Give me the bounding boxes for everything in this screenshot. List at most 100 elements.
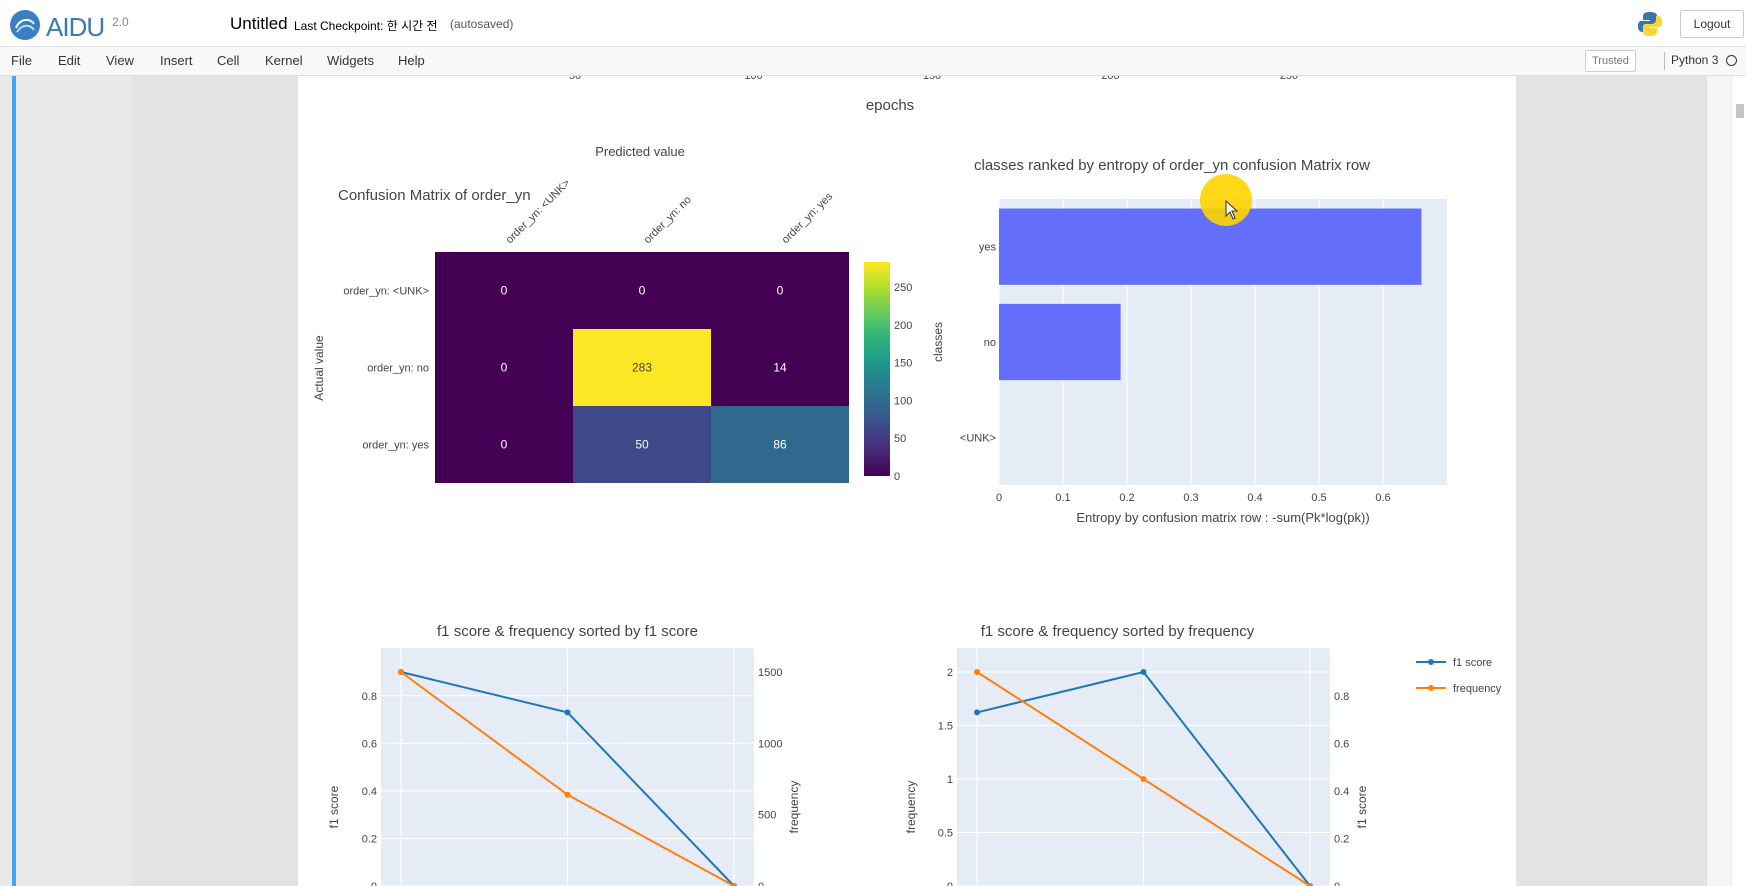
brand-version: 2.0 <box>112 15 129 29</box>
epochs-axis-title: epochs <box>866 97 914 114</box>
heatmap-cell <box>711 329 849 406</box>
colorbar-tick-label: 200 <box>894 320 912 332</box>
cell-output-area: 50 100 150 200 250 epochs Predicted value Confu… <box>298 76 1516 886</box>
epochs-tick-label: 200 <box>1101 76 1119 82</box>
entropy-x-tick-label: 0.2 <box>1119 492 1134 504</box>
side-panel-strip <box>1706 76 1731 886</box>
freq-sorted-chart-y2-tick-label: 0.2 <box>1334 833 1349 845</box>
notebook-title[interactable]: Untitled <box>230 14 288 33</box>
f1-sorted-chart-series-point <box>564 791 571 798</box>
scrollbar-thumb[interactable] <box>1736 104 1744 118</box>
menu-widgets[interactable]: Widgets <box>327 53 374 68</box>
entropy-y-tick-label: no <box>984 337 996 349</box>
freq-sorted-chart-y2-axis-title: f1 score <box>1355 785 1369 828</box>
freq-sorted-chart-y-tick-label: 1.5 <box>938 721 953 733</box>
heatmap-cell <box>573 406 711 483</box>
epochs-tick-label: 100 <box>744 76 762 82</box>
autosave-status: (autosaved) <box>450 17 514 31</box>
entropy-bar <box>999 303 1121 381</box>
menu-edit[interactable]: Edit <box>58 53 81 68</box>
heatmap-cell-value: 0 <box>501 284 508 298</box>
brand-name[interactable]: AIDU <box>46 12 105 42</box>
f1-sorted-chart-y-tick-label: 0.8 <box>362 691 377 703</box>
heatmap-y-tick-label: order_yn: <UNK> <box>343 286 429 298</box>
heatmap-cell-value: 0 <box>777 284 784 298</box>
entropy-chart-title: classes ranked by entropy of order_yn co… <box>974 157 1370 174</box>
heatmap-cell-value: 86 <box>773 438 787 452</box>
heatmap-cell-value: 0 <box>639 284 646 298</box>
f1-sorted-chart-y-tick-label: 0.2 <box>362 833 377 845</box>
entropy-x-axis-title: Entropy by confusion matrix row : -sum(P… <box>1076 510 1369 525</box>
freq-sorted-chart-y2-tick-label: 0.8 <box>1334 691 1349 703</box>
legend-label: frequency <box>1453 683 1502 695</box>
f1-sorted-chart-y2-tick-label: 500 <box>758 810 776 822</box>
f1-sorted-chart-y-axis-title: f1 score <box>327 785 341 828</box>
heatmap-y-tick-label: order_yn: no <box>367 363 429 375</box>
heatmap-title: Confusion Matrix of order_yn <box>338 187 531 204</box>
colorbar-tick-label: 250 <box>894 282 912 294</box>
cursor-highlight <box>1200 174 1252 226</box>
freq-sorted-chart-series-point <box>1140 669 1147 675</box>
freq-sorted-chart-y-tick-label: 0.5 <box>938 828 953 840</box>
heatmap-cell-value: 283 <box>632 361 652 375</box>
logo-swirl-icon <box>11 11 39 39</box>
entropy-x-tick-label: 0.3 <box>1183 492 1198 504</box>
f1-sorted-chart-series-point <box>564 709 571 716</box>
f1-sorted-chart-y-tick-label: 0.6 <box>362 738 377 750</box>
menu-kernel[interactable]: Kernel <box>265 53 303 68</box>
heatmap-cell <box>573 329 711 406</box>
f1-sorted-chart-y-tick-label: 0.4 <box>362 786 377 798</box>
freq-sorted-chart-title: f1 score & frequency sorted by frequency <box>981 623 1255 640</box>
freq-sorted-chart-series-point <box>974 709 980 716</box>
selected-cell-indicator <box>12 76 16 886</box>
heatmap-cell-value: 0 <box>501 438 508 452</box>
freq-sorted-chart-y-tick-label: 1 <box>947 774 953 786</box>
freq-sorted-chart-y-tick-label: 2 <box>947 667 953 679</box>
f1-sorted-chart-y2-axis-title: frequency <box>787 781 801 834</box>
heatmap-cell-value: 50 <box>635 438 649 452</box>
mouse-pointer-icon <box>1225 200 1239 220</box>
entropy-y-tick-label: yes <box>979 242 997 254</box>
entropy-x-tick-label: 0.1 <box>1055 492 1070 504</box>
heatmap-cell <box>711 252 849 329</box>
menubar-separator <box>1664 52 1665 70</box>
heatmap-cell-value: 0 <box>501 361 508 375</box>
entropy-x-tick-label: 0.4 <box>1247 492 1262 504</box>
menu-file[interactable]: File <box>11 53 32 68</box>
epochs-tick-label: 150 <box>923 76 941 82</box>
heatmap-cell <box>435 329 573 406</box>
trusted-badge[interactable]: Trusted <box>1585 50 1636 72</box>
right-gutter <box>1516 76 1706 886</box>
menu-insert[interactable]: Insert <box>160 53 193 68</box>
menu-help[interactable]: Help <box>398 53 425 68</box>
f1-sorted-chart-title: f1 score & frequency sorted by f1 score <box>437 623 698 640</box>
menu-cell[interactable]: Cell <box>217 53 240 68</box>
entropy-x-tick-label: 0.5 <box>1311 492 1326 504</box>
f1-sorted-chart-y-tick-label: 0 <box>371 881 377 886</box>
entropy-x-tick-label: 0.6 <box>1375 492 1390 504</box>
heatmap-x-tick-label: order_yn: no <box>642 194 694 246</box>
epochs-tick-label: 50 <box>569 76 581 82</box>
logout-button[interactable]: Logout <box>1680 10 1744 38</box>
kernel-name[interactable]: Python 3 <box>1671 53 1719 67</box>
kernel-idle-indicator-icon <box>1726 55 1737 66</box>
menu-bar: File Edit View Insert Cell Kernel Widget… <box>0 47 1746 76</box>
freq-sorted-chart-y2-tick-label: 0 <box>1334 881 1340 886</box>
f1-sorted-chart-series-point <box>398 669 404 675</box>
heatmap-cell <box>711 406 849 483</box>
aidu-logo[interactable] <box>10 10 40 40</box>
legend-swatch-point <box>1428 685 1434 691</box>
entropy-y-axis-title: classes <box>931 322 945 362</box>
heatmap-x-tick-label: order_yn: yes <box>780 190 836 246</box>
freq-sorted-chart-series-point <box>1140 776 1147 782</box>
vertical-scrollbar[interactable] <box>1732 76 1746 886</box>
f1-sorted-chart-y2-tick-label: 1000 <box>758 738 782 750</box>
freq-sorted-chart-y2-tick-label: 0.4 <box>1334 786 1349 798</box>
heatmap-y-axis-title: Actual value <box>312 335 326 401</box>
freq-sorted-chart-series-point <box>1307 883 1313 886</box>
freq-sorted-chart-y2-tick-label: 0.6 <box>1334 738 1349 750</box>
heatmap-cell <box>435 406 573 483</box>
menu-view[interactable]: View <box>106 53 134 68</box>
freq-sorted-chart-series-point <box>974 669 980 675</box>
